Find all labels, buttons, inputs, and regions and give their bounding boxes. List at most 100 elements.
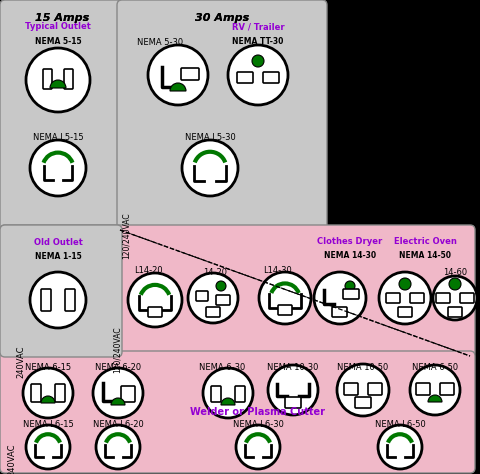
Circle shape <box>314 272 366 324</box>
FancyBboxPatch shape <box>211 386 221 402</box>
FancyBboxPatch shape <box>148 307 162 317</box>
Text: NEMA L5-30: NEMA L5-30 <box>185 133 235 142</box>
FancyBboxPatch shape <box>196 291 208 301</box>
Text: RV / Trailer: RV / Trailer <box>232 22 284 31</box>
Text: 14-60: 14-60 <box>443 268 467 277</box>
Text: NEMA 14-30: NEMA 14-30 <box>324 251 376 260</box>
FancyBboxPatch shape <box>436 293 450 303</box>
Text: NEMA 5-15: NEMA 5-15 <box>35 37 81 46</box>
FancyBboxPatch shape <box>263 72 279 83</box>
FancyBboxPatch shape <box>343 289 359 299</box>
Text: Typical Outlet: Typical Outlet <box>25 22 91 31</box>
Text: NEMA 6-20: NEMA 6-20 <box>95 363 141 372</box>
Text: 30 Amps: 30 Amps <box>195 13 249 23</box>
FancyBboxPatch shape <box>0 225 122 357</box>
FancyBboxPatch shape <box>386 293 400 303</box>
FancyBboxPatch shape <box>121 386 135 402</box>
Text: Old Outlet: Old Outlet <box>34 238 83 247</box>
FancyBboxPatch shape <box>416 383 430 395</box>
Text: NEMA 5-30: NEMA 5-30 <box>137 38 183 47</box>
Circle shape <box>26 425 70 469</box>
FancyBboxPatch shape <box>355 397 371 408</box>
Circle shape <box>378 425 422 469</box>
Circle shape <box>23 368 73 418</box>
Text: 15 Amps: 15 Amps <box>35 13 89 23</box>
FancyBboxPatch shape <box>285 397 301 408</box>
Circle shape <box>148 45 208 105</box>
Circle shape <box>182 140 238 196</box>
Wedge shape <box>221 398 235 405</box>
FancyBboxPatch shape <box>64 69 73 89</box>
Circle shape <box>30 272 86 328</box>
Text: L14-20: L14-20 <box>134 266 162 275</box>
Text: Electric Oven: Electric Oven <box>394 237 456 246</box>
FancyBboxPatch shape <box>344 383 358 395</box>
Circle shape <box>93 368 143 418</box>
FancyBboxPatch shape <box>181 68 199 80</box>
Text: NEMA 6-15: NEMA 6-15 <box>25 363 71 372</box>
Wedge shape <box>170 83 186 91</box>
FancyBboxPatch shape <box>31 384 41 402</box>
Circle shape <box>26 48 90 112</box>
Text: NEMA L6-30: NEMA L6-30 <box>233 420 283 429</box>
Circle shape <box>399 278 411 290</box>
FancyBboxPatch shape <box>368 383 382 395</box>
Text: NEMA 14-50: NEMA 14-50 <box>399 251 451 260</box>
Text: NEMA 6-50: NEMA 6-50 <box>412 363 458 372</box>
Text: NEMA L5-15: NEMA L5-15 <box>33 133 84 142</box>
Circle shape <box>433 276 477 320</box>
Text: Welder or Plasma Cutter: Welder or Plasma Cutter <box>191 407 325 417</box>
Text: 240VAC: 240VAC <box>16 346 25 378</box>
Text: 30 Amps: 30 Amps <box>195 13 249 23</box>
Circle shape <box>128 273 182 327</box>
FancyBboxPatch shape <box>117 0 327 232</box>
Text: L14-30: L14-30 <box>264 266 292 275</box>
Circle shape <box>236 425 280 469</box>
Circle shape <box>228 45 288 105</box>
FancyBboxPatch shape <box>398 307 412 317</box>
FancyBboxPatch shape <box>237 72 253 83</box>
Wedge shape <box>111 398 125 405</box>
Wedge shape <box>428 395 442 402</box>
FancyBboxPatch shape <box>0 351 475 473</box>
Text: 15 Amps: 15 Amps <box>35 13 89 23</box>
Text: NEMA L6-50: NEMA L6-50 <box>374 420 425 429</box>
Text: NEMA 1-15: NEMA 1-15 <box>35 252 82 261</box>
Text: NEMA 6-30: NEMA 6-30 <box>199 363 245 372</box>
Text: NEMA 10-50: NEMA 10-50 <box>337 363 389 372</box>
FancyBboxPatch shape <box>440 383 454 395</box>
FancyBboxPatch shape <box>43 69 52 89</box>
Circle shape <box>216 281 226 291</box>
FancyBboxPatch shape <box>216 295 230 305</box>
Circle shape <box>410 365 460 415</box>
Circle shape <box>337 364 389 416</box>
Circle shape <box>268 365 318 415</box>
FancyBboxPatch shape <box>460 293 474 303</box>
Text: Clothes Dryer: Clothes Dryer <box>317 237 383 246</box>
Circle shape <box>259 272 311 324</box>
FancyBboxPatch shape <box>235 386 245 402</box>
Circle shape <box>30 140 86 196</box>
FancyBboxPatch shape <box>332 307 347 317</box>
FancyBboxPatch shape <box>55 384 65 402</box>
FancyBboxPatch shape <box>206 307 220 317</box>
Text: NEMA 10-30: NEMA 10-30 <box>267 363 319 372</box>
FancyBboxPatch shape <box>41 289 51 311</box>
Text: NEMA L6-20: NEMA L6-20 <box>93 420 144 429</box>
FancyBboxPatch shape <box>0 225 475 357</box>
Text: 120/240VAC: 120/240VAC <box>122 213 131 259</box>
Circle shape <box>188 273 238 323</box>
FancyBboxPatch shape <box>0 0 122 232</box>
FancyBboxPatch shape <box>448 307 462 317</box>
Circle shape <box>252 55 264 67</box>
Wedge shape <box>50 80 66 88</box>
Text: NEMA L6-15: NEMA L6-15 <box>23 420 73 429</box>
Circle shape <box>345 281 355 291</box>
FancyBboxPatch shape <box>65 289 75 311</box>
Text: NEMA TT-30: NEMA TT-30 <box>232 37 284 46</box>
Circle shape <box>203 368 253 418</box>
FancyBboxPatch shape <box>278 305 292 315</box>
Text: 14-20: 14-20 <box>203 268 227 277</box>
Wedge shape <box>41 396 55 403</box>
Text: 240VAC: 240VAC <box>7 444 16 474</box>
